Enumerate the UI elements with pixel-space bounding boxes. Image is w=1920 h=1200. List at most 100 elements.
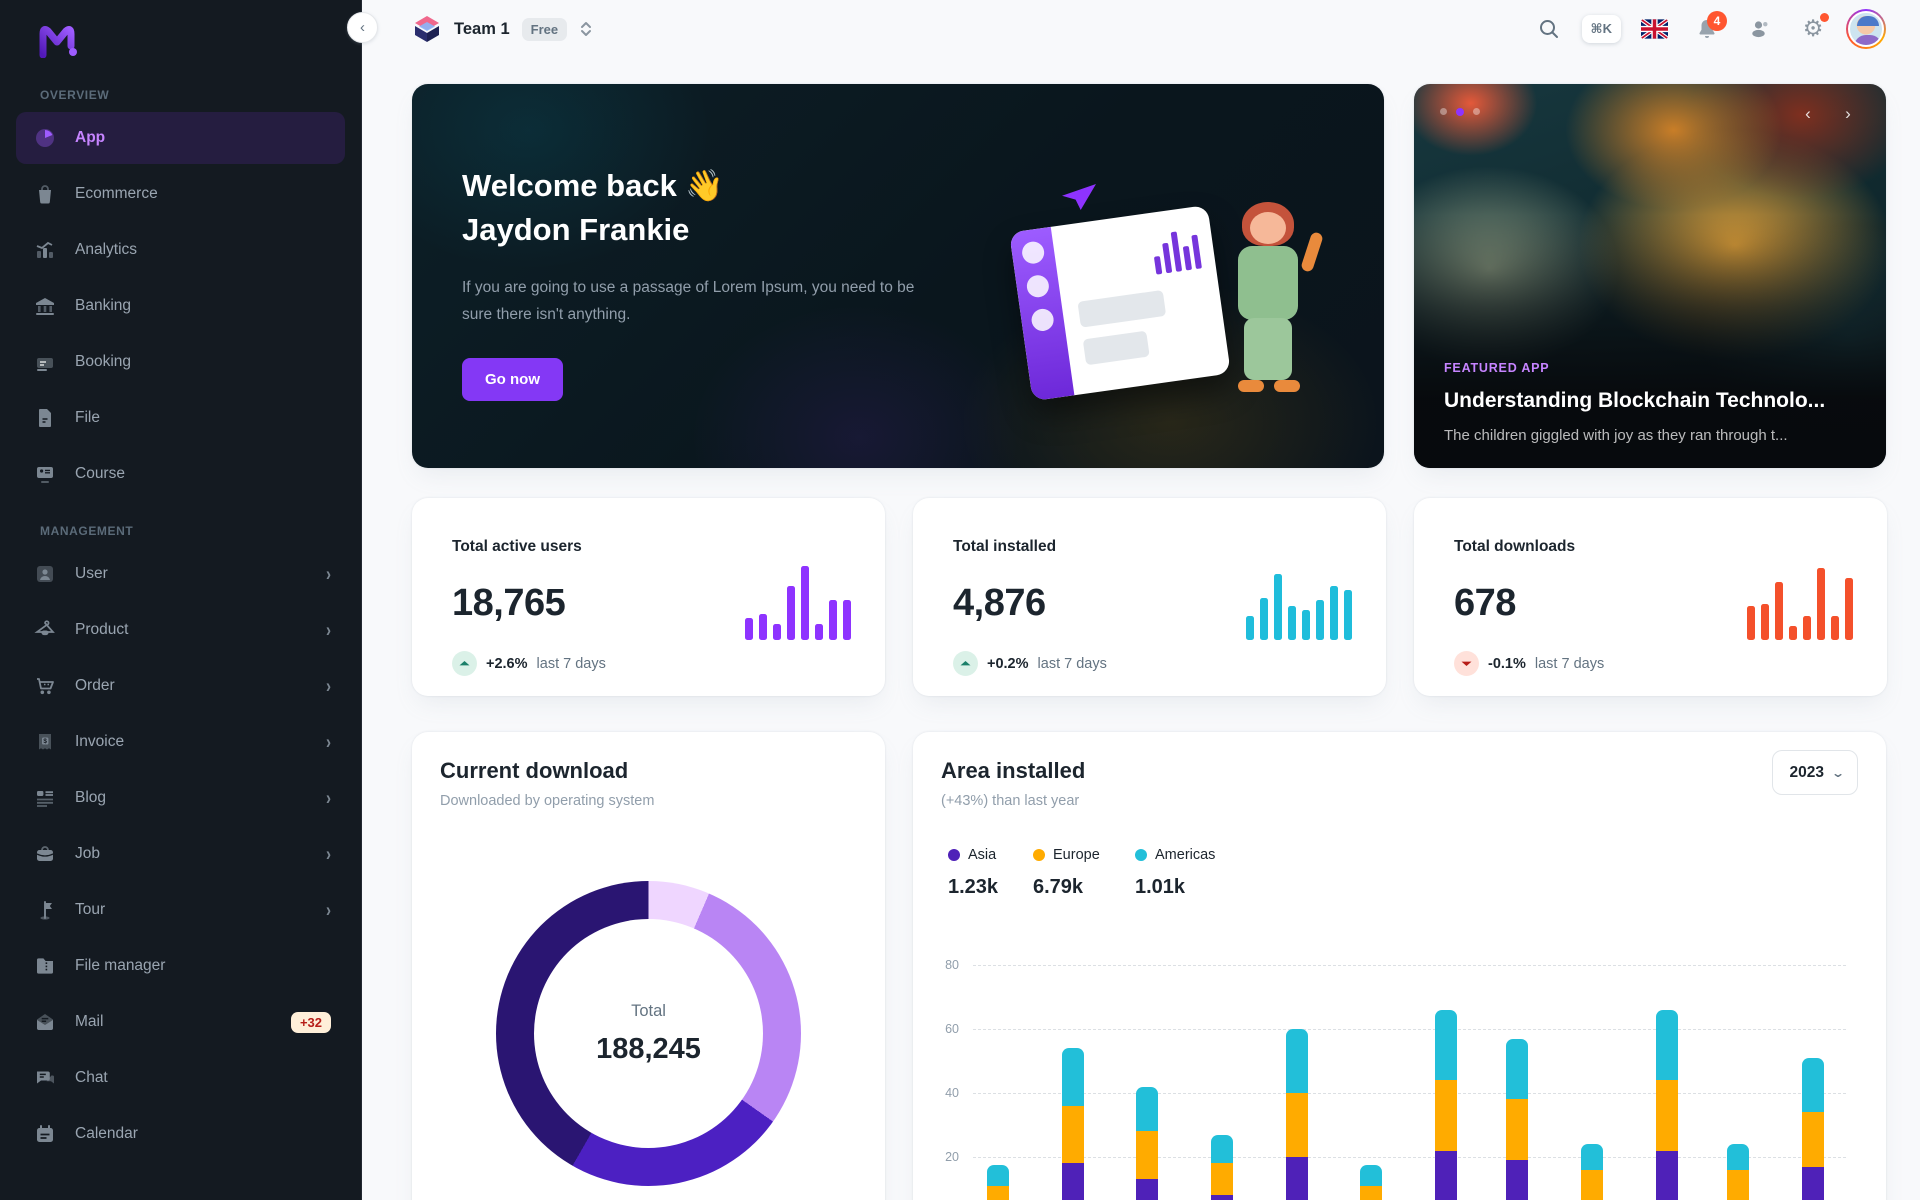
invoice-icon-wrap: $ (32, 729, 58, 755)
carousel-next-button[interactable]: › (1845, 104, 1851, 123)
featured-tag: FEATURED APP (1444, 361, 1550, 375)
carousel-prev-button[interactable]: ‹ (1805, 104, 1811, 123)
donut-chart: Total 188,245 (496, 881, 801, 1186)
invoice-icon: $ (39, 734, 51, 750)
calendar-icon-wrap (32, 1121, 58, 1147)
bar-segment-asia (1802, 1166, 1824, 1200)
banner-greeting: Welcome back 👋 (462, 168, 725, 203)
bar-segment-europe (1581, 1169, 1603, 1200)
legend-label: Europe (1053, 847, 1100, 863)
booking-icon (37, 358, 53, 371)
paper-plane-icon (1062, 184, 1096, 210)
bar-segment-americas (1286, 1029, 1308, 1093)
notifications-button[interactable]: 4 (1687, 9, 1727, 49)
stacked-bar[interactable] (1360, 1165, 1382, 1200)
sidebar-item-file[interactable]: File (16, 392, 345, 444)
sidebar-item-analytics[interactable]: Analytics (16, 224, 345, 276)
sidebar-item-job[interactable]: Job › (16, 828, 345, 880)
stacked-bar[interactable] (1211, 1134, 1233, 1200)
carousel-dots[interactable] (1440, 108, 1480, 116)
contacts-button[interactable] (1740, 9, 1780, 49)
bar-segment-asia (1062, 1163, 1084, 1200)
folder-icon-wrap (32, 953, 58, 979)
tour-icon-wrap (32, 897, 58, 923)
app-icon (36, 129, 54, 147)
go-now-button[interactable]: Go now (462, 358, 563, 401)
app-logo-icon[interactable] (38, 22, 78, 58)
bar-segment-europe (1286, 1093, 1308, 1157)
header-bar: Team 1 Free ⌘K (362, 0, 1920, 58)
analytics-icon-wrap (32, 237, 58, 263)
sidebar-item-chat[interactable]: Chat (16, 1052, 345, 1104)
featured-title[interactable]: Understanding Blockchain Technolo... (1444, 389, 1826, 412)
stacked-bar[interactable] (987, 1165, 1009, 1200)
settings-button[interactable]: ⚙ (1793, 9, 1833, 49)
banking-icon (36, 298, 54, 315)
legend-item-asia[interactable]: Asia 1.23k (948, 847, 1033, 899)
stacked-bar[interactable] (1727, 1144, 1749, 1200)
sidebar-item-booking[interactable]: Booking (16, 336, 345, 388)
sidebar-item-label: Tour (75, 901, 106, 918)
stat-value: 678 (1454, 582, 1516, 624)
stacked-bar[interactable] (1062, 1048, 1084, 1200)
stacked-bar[interactable] (1802, 1057, 1824, 1200)
sidebar-item-calendar[interactable]: Calendar (16, 1108, 345, 1160)
mail-icon-wrap (32, 1009, 58, 1035)
sidebar-item-user[interactable]: User › (16, 548, 345, 600)
banner-message: If you are going to use a passage of Lor… (462, 279, 915, 323)
sidebar-item-course[interactable]: Course (16, 448, 345, 500)
sidebar-item-file-manager[interactable]: File manager (16, 940, 345, 992)
legend-value: 1.23k (948, 876, 999, 898)
bar-segment-americas (1435, 1009, 1457, 1081)
sidebar-item-app[interactable]: App (16, 112, 345, 164)
stat-period: last 7 days (1534, 655, 1605, 672)
y-axis-tick: 60 (945, 1022, 959, 1036)
stat-card-total-installed: Total installed 4,876 +0.2% last 7 days (913, 498, 1386, 696)
legend-item-americas[interactable]: Americas 1.01k (1135, 847, 1255, 899)
sidebar-item-order[interactable]: Order › (16, 660, 345, 712)
stat-value: 18,765 (452, 582, 566, 624)
bar-segment-europe (1435, 1080, 1457, 1151)
sidebar-item-tour[interactable]: Tour › (16, 884, 345, 936)
legend-label: Asia (968, 847, 997, 863)
bar-segment-asia (1136, 1179, 1158, 1200)
chevron-right-icon: › (326, 786, 331, 810)
bar-segment-americas (1506, 1038, 1528, 1100)
sidebar-item-label: Ecommerce (75, 185, 158, 202)
legend-item-europe[interactable]: Europe 6.79k (1033, 847, 1135, 899)
stacked-bar[interactable] (1136, 1086, 1158, 1200)
search-button[interactable] (1529, 9, 1569, 49)
area-installed-card: Area installed (+43%) than last year 202… (913, 732, 1886, 1200)
user-avatar[interactable] (1846, 9, 1886, 49)
stacked-bar[interactable] (1656, 1009, 1678, 1200)
sidebar-item-blog[interactable]: Blog › (16, 772, 345, 824)
featured-app-card[interactable]: ‹ › FEATURED APP Understanding Blockchai… (1414, 84, 1886, 468)
sidebar-item-label: Banking (75, 297, 132, 314)
language-button[interactable] (1634, 9, 1674, 49)
sidebar-item-label: Chat (75, 1069, 108, 1086)
workspace-selector[interactable]: Team 1 Free (412, 14, 593, 44)
sidebar-item-mail[interactable]: Mail +32 (16, 996, 345, 1048)
bar-segment-europe (987, 1185, 1009, 1200)
sidebar-item-invoice[interactable]: $ Invoice › (16, 716, 345, 768)
bar-segment-europe (1360, 1185, 1382, 1200)
stacked-bar-chart: 80 60 40 20 (913, 732, 1886, 1200)
mini-bar-chart (745, 562, 851, 640)
sidebar-item-label: User (75, 565, 108, 582)
order-icon (37, 678, 54, 695)
sidebar-collapse-button[interactable]: ‹ (347, 12, 378, 43)
banner-illustration (1009, 184, 1324, 414)
user-icon-wrap (32, 561, 58, 587)
stacked-bar[interactable] (1581, 1144, 1603, 1200)
year-select[interactable]: 2023 ⌄ (1772, 750, 1858, 795)
sidebar-item-ecommerce[interactable]: Ecommerce (16, 168, 345, 220)
stacked-bar[interactable] (1286, 1029, 1308, 1200)
bar-segment-americas (1802, 1057, 1824, 1113)
stacked-bar[interactable] (1506, 1038, 1528, 1200)
stacked-bar[interactable] (1435, 1009, 1457, 1200)
sidebar-item-banking[interactable]: Banking (16, 280, 345, 332)
sidebar-item-product[interactable]: Product › (16, 604, 345, 656)
stat-title: Total installed (953, 538, 1057, 555)
workspace-logo-icon (415, 16, 439, 42)
banner-username: Jaydon Frankie (462, 212, 690, 247)
